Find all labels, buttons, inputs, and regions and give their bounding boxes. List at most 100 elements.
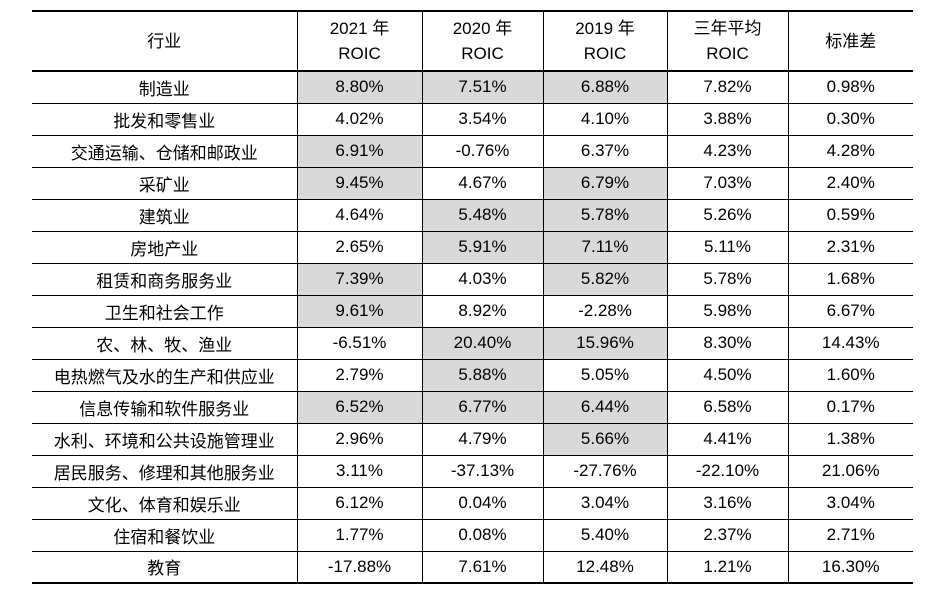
value-cell-roic_2021: 2.65% (296, 231, 423, 263)
value-cell-std: 3.04% (787, 487, 913, 519)
header-roic-2021: 2021 年 ROIC (296, 11, 423, 71)
value-cell-std: 1.60% (787, 359, 913, 391)
header-roic-2020-year: 2020 年 (452, 19, 513, 38)
industry-cell: 制造业 (32, 71, 298, 103)
value-cell-avg: 5.11% (666, 231, 789, 263)
header-std-dev: 标准差 (787, 11, 913, 71)
value-cell-roic_2019: 5.66% (542, 423, 668, 455)
header-roic-2021-year: 2021 年 (329, 19, 390, 38)
value-cell-roic_2019: 5.05% (542, 359, 668, 391)
industry-cell: 采矿业 (32, 167, 298, 199)
value-cell-std: 1.68% (787, 263, 913, 295)
value-cell-roic_2020: 3.54% (421, 103, 544, 135)
value-cell-roic_2021: 7.39% (296, 263, 423, 295)
value-cell-roic_2020: 7.61% (421, 551, 544, 583)
value-cell-roic_2019: 5.40% (542, 519, 668, 551)
industry-cell: 住宿和餐饮业 (32, 519, 298, 551)
industry-cell: 电热燃气及水的生产和供应业 (32, 359, 298, 391)
table-row: 电热燃气及水的生产和供应业 2.79% 5.88% 5.05% 4.50% 1.60% (32, 359, 913, 391)
value-cell-avg: 3.16% (666, 487, 789, 519)
industry-cell: 批发和零售业 (32, 103, 298, 135)
industry-cell: 房地产业 (32, 231, 298, 263)
value-cell-roic_2020: 0.08% (421, 519, 544, 551)
value-cell-std: 0.17% (787, 391, 913, 423)
header-industry-label: 行业 (147, 31, 182, 51)
industry-cell: 建筑业 (32, 199, 298, 231)
value-cell-avg: 3.88% (666, 103, 789, 135)
header-row: 行业 2021 年 ROIC 2020 年 ROIC 2019 年 ROIC 三… (32, 11, 913, 71)
value-cell-roic_2019: 3.04% (542, 487, 668, 519)
table-body: 制造业 8.80% 7.51% 6.88% 7.82% 0.98% 批发和零售业 4.02% 3… (32, 71, 913, 583)
value-cell-roic_2019: 5.78% (542, 199, 668, 231)
header-roic-2020: 2020 年 ROIC (421, 11, 544, 71)
value-cell-roic_2021: -17.88% (296, 551, 423, 583)
value-cell-roic_2020: 20.40% (421, 327, 544, 359)
table-row: 农、林、牧、渔业 -6.51% 20.40% 15.96% 8.30% 14.43% (32, 327, 913, 359)
header-std-dev-label: 标准差 (825, 31, 877, 51)
value-cell-roic_2021: 6.12% (296, 487, 423, 519)
roic-table: 行业 2021 年 ROIC 2020 年 ROIC 2019 年 ROIC 三… (32, 10, 913, 584)
value-cell-std: 1.38% (787, 423, 913, 455)
industry-cell: 居民服务、修理和其他服务业 (32, 455, 298, 487)
table-row: 采矿业 9.45% 4.67% 6.79% 7.03% 2.40% (32, 167, 913, 199)
value-cell-roic_2021: 9.45% (296, 167, 423, 199)
table-row: 交通运输、仓储和邮政业 6.91% -0.76% 6.37% 4.23% 4.28% (32, 135, 913, 167)
value-cell-roic_2019: 15.96% (542, 327, 668, 359)
value-cell-roic_2020: 6.77% (421, 391, 544, 423)
value-cell-roic_2020: 5.48% (421, 199, 544, 231)
value-cell-avg: 5.78% (666, 263, 789, 295)
value-cell-roic_2019: 6.44% (542, 391, 668, 423)
value-cell-avg: 4.50% (666, 359, 789, 391)
table-row: 批发和零售业 4.02% 3.54% 4.10% 3.88% 0.30% (32, 103, 913, 135)
value-cell-roic_2019: 12.48% (542, 551, 668, 583)
value-cell-avg: 4.23% (666, 135, 789, 167)
value-cell-std: 21.06% (787, 455, 913, 487)
header-roic-3yr-avg: 三年平均 ROIC (666, 11, 789, 71)
table-row: 卫生和社会工作 9.61% 8.92% -2.28% 5.98% 6.67% (32, 295, 913, 327)
value-cell-std: 2.31% (787, 231, 913, 263)
industry-cell: 农、林、牧、渔业 (32, 327, 298, 359)
value-cell-roic_2019: 6.79% (542, 167, 668, 199)
value-cell-roic_2021: 6.91% (296, 135, 423, 167)
header-roic-3yr-avg-line1: 三年平均 (693, 19, 762, 38)
value-cell-std: 0.59% (787, 199, 913, 231)
value-cell-roic_2020: 7.51% (421, 71, 544, 103)
value-cell-avg: 5.98% (666, 295, 789, 327)
value-cell-roic_2019: 4.10% (542, 103, 668, 135)
table-row: 信息传输和软件服务业 6.52% 6.77% 6.44% 6.58% 0.17% (32, 391, 913, 423)
value-cell-roic_2019: 6.88% (542, 71, 668, 103)
header-roic-2019-label: ROIC (583, 44, 627, 63)
value-cell-roic_2021: 9.61% (296, 295, 423, 327)
industry-cell: 教育 (32, 551, 298, 583)
page: 行业 2021 年 ROIC 2020 年 ROIC 2019 年 ROIC 三… (0, 10, 928, 602)
header-roic-2019: 2019 年 ROIC (542, 11, 668, 71)
table-row: 租赁和商务服务业 7.39% 4.03% 5.82% 5.78% 1.68% (32, 263, 913, 295)
value-cell-avg: 6.58% (666, 391, 789, 423)
table-row: 水利、环境和公共设施管理业 2.96% 4.79% 5.66% 4.41% 1.38% (32, 423, 913, 455)
industry-cell: 交通运输、仓储和邮政业 (32, 135, 298, 167)
value-cell-std: 6.67% (787, 295, 913, 327)
industry-cell: 水利、环境和公共设施管理业 (32, 423, 298, 455)
table-row: 住宿和餐饮业 1.77% 0.08% 5.40% 2.37% 2.71% (32, 519, 913, 551)
value-cell-avg: 2.37% (666, 519, 789, 551)
value-cell-roic_2020: 5.91% (421, 231, 544, 263)
value-cell-avg: 5.26% (666, 199, 789, 231)
value-cell-roic_2021: 2.79% (296, 359, 423, 391)
industry-cell: 卫生和社会工作 (32, 295, 298, 327)
value-cell-roic_2019: 6.37% (542, 135, 668, 167)
value-cell-avg: 4.41% (666, 423, 789, 455)
value-cell-roic_2020: 4.79% (421, 423, 544, 455)
value-cell-roic_2020: 4.03% (421, 263, 544, 295)
value-cell-roic_2021: -6.51% (296, 327, 423, 359)
industry-cell: 租赁和商务服务业 (32, 263, 298, 295)
value-cell-roic_2021: 4.02% (296, 103, 423, 135)
value-cell-roic_2021: 6.52% (296, 391, 423, 423)
header-roic-2021-label: ROIC (338, 44, 381, 63)
value-cell-roic_2020: 0.04% (421, 487, 544, 519)
value-cell-roic_2021: 3.11% (296, 455, 423, 487)
table-header: 行业 2021 年 ROIC 2020 年 ROIC 2019 年 ROIC 三… (32, 11, 913, 71)
value-cell-std: 4.28% (787, 135, 913, 167)
value-cell-std: 14.43% (787, 327, 913, 359)
value-cell-roic_2020: -0.76% (421, 135, 544, 167)
value-cell-std: 2.71% (787, 519, 913, 551)
